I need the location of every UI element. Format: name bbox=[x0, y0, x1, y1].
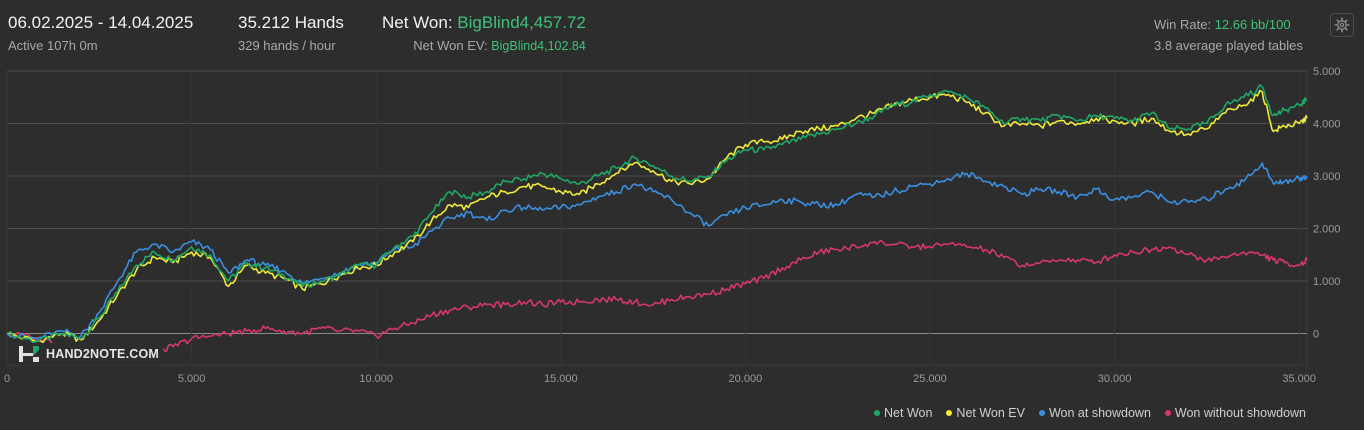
legend-label: Won at showdown bbox=[1048, 406, 1151, 420]
net-won-block: Net Won: BigBlind4,457.72 Net Won EV: Bi… bbox=[382, 13, 586, 53]
win-rate-label: Win Rate: bbox=[1154, 17, 1215, 32]
y-tick-label: 4.000 bbox=[1313, 119, 1341, 131]
hand2note-logo-text: HAND2NOTE.COM bbox=[46, 347, 160, 361]
legend-item-net-won-ev[interactable]: Net Won EV bbox=[946, 406, 1025, 420]
hand2note-logo: HAND2NOTE.COM bbox=[14, 343, 164, 365]
legend-item-won-without-showdown[interactable]: Won without showdown bbox=[1164, 406, 1306, 420]
legend-dot bbox=[874, 410, 881, 416]
y-tick-label: 1.000 bbox=[1313, 276, 1341, 288]
date-range: 06.02.2025 - 14.04.2025 bbox=[8, 13, 194, 32]
hand2note-logo-icon bbox=[19, 346, 39, 362]
win-rate-block: Win Rate: 12.66 bb/100 3.8 average playe… bbox=[1154, 17, 1303, 53]
x-tick-label: 20.000 bbox=[729, 373, 763, 385]
x-tick-label: 15.000 bbox=[544, 373, 578, 385]
series-line-won-at-showdown bbox=[6, 162, 1308, 340]
series-line-net-won-ev bbox=[6, 89, 1308, 344]
average-tables: 3.8 average played tables bbox=[1154, 38, 1303, 53]
stats-header: 06.02.2025 - 14.04.2025 Active 107h 0m 3… bbox=[0, 0, 1364, 62]
hands-rate: 329 hands / hour bbox=[238, 38, 336, 53]
y-tick-label: 5.000 bbox=[1313, 66, 1341, 78]
legend-dot bbox=[946, 410, 953, 416]
legend-item-net-won[interactable]: Net Won bbox=[874, 406, 932, 420]
x-tick-label: 35.000 bbox=[1282, 373, 1316, 385]
legend-dot bbox=[1038, 410, 1045, 416]
y-tick-label: 2.000 bbox=[1313, 224, 1341, 236]
legend-label: Net Won EV bbox=[956, 406, 1025, 420]
x-tick-label: 10.000 bbox=[359, 373, 393, 385]
y-tick-label: 0 bbox=[1313, 329, 1319, 341]
x-tick-label: 25.000 bbox=[913, 373, 947, 385]
x-tick-label: 0 bbox=[4, 373, 10, 385]
net-won-value: BigBlind4,457.72 bbox=[457, 13, 586, 32]
legend-item-won-at-showdown[interactable]: Won at showdown bbox=[1038, 406, 1151, 420]
plot-frame bbox=[6, 70, 1308, 366]
hands-block: 35.212 Hands 329 hands / hour bbox=[238, 13, 344, 53]
settings-button[interactable] bbox=[1330, 13, 1354, 37]
legend-dot bbox=[1164, 410, 1171, 416]
net-won: Net Won: BigBlind4,457.72 bbox=[382, 13, 586, 33]
net-won-ev: Net Won EV: BigBlind4,102.84 bbox=[382, 38, 586, 53]
date-block: 06.02.2025 - 14.04.2025 Active 107h 0m bbox=[8, 13, 193, 53]
x-tick-label: 5.000 bbox=[178, 373, 206, 385]
active-time: Active 107h 0m bbox=[8, 38, 98, 53]
chart-legend: Net Won Net Won EV Won at showdown Won w… bbox=[874, 406, 1306, 420]
series-line-won-without-showdown bbox=[6, 239, 1308, 359]
legend-label: Won without showdown bbox=[1174, 406, 1306, 420]
x-tick-label: 30.000 bbox=[1098, 373, 1132, 385]
net-won-label: Net Won: bbox=[382, 13, 458, 32]
win-rate: Win Rate: 12.66 bb/100 bbox=[1154, 17, 1303, 32]
legend-label: Net Won bbox=[884, 406, 933, 420]
net-won-ev-label: Net Won EV: bbox=[413, 38, 492, 53]
series-line-net-won bbox=[6, 84, 1308, 344]
hands-count: 35.212 Hands bbox=[238, 13, 344, 32]
y-tick-label: 3.000 bbox=[1313, 171, 1341, 183]
win-rate-value: 12.66 bb/100 bbox=[1214, 17, 1291, 32]
net-won-ev-value: BigBlind4,102.84 bbox=[491, 39, 586, 53]
profit-chart: 0 1.000 2.000 3.000 4.000 5.000 0 5.000 10.000 15… bbox=[4, 66, 1341, 385]
gear-icon bbox=[1334, 17, 1350, 33]
